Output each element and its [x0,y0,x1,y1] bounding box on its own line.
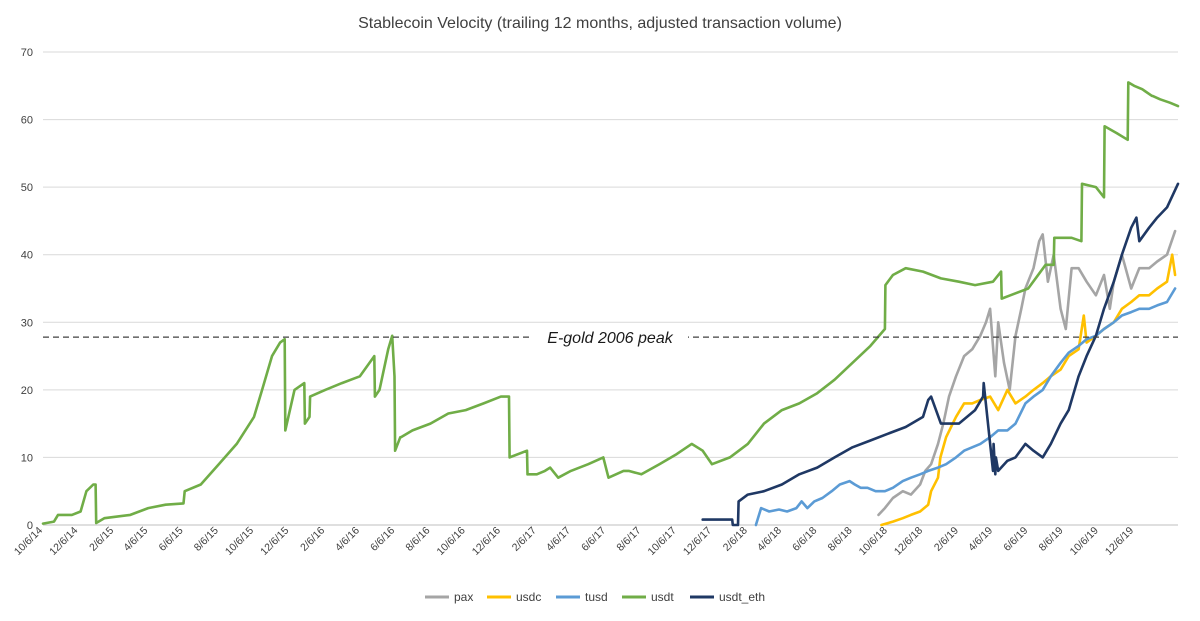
x-tick-label: 10/6/19 [1068,525,1101,558]
x-tick-label: 8/6/18 [825,525,854,554]
y-tick-label: 40 [21,250,33,262]
x-tick-label: 6/6/18 [790,525,819,554]
series-line-usdt [41,81,1180,525]
reference-line-label: E-gold 2006 peak [547,330,673,347]
y-tick-label: 0 [27,520,33,532]
x-tick-label: 6/6/17 [579,525,608,554]
legend: pax usdc tusd usdt usdt_eth [425,590,765,604]
y-tick-label: 50 [21,182,33,194]
x-tick-label: 2/6/19 [932,525,961,554]
x-tick-label: 4/6/16 [333,525,362,554]
legend-label-tusd: tusd [585,590,608,604]
series-line-usdt_eth [701,182,1180,527]
series-line-tusd [754,287,1177,527]
x-tick-label: 8/6/17 [614,525,643,554]
y-tick-label: 60 [21,115,33,127]
series-lines [41,81,1180,527]
series-line-pax [877,229,1177,517]
y-tick-label: 30 [21,317,33,329]
x-tick-label: 12/6/19 [1103,525,1136,558]
x-tick-label: 12/6/15 [258,525,291,558]
reference-line: E-gold 2006 peak [43,327,1178,348]
x-tick-label: 12/6/16 [470,525,503,558]
x-tick-label: 4/6/15 [121,525,150,554]
x-tick-label: 10/6/15 [223,525,256,558]
x-tick-label: 12/6/14 [47,525,80,558]
x-tick-label: 4/6/18 [755,525,784,554]
reference-label-background [532,327,688,348]
x-tick-label: 10/6/18 [857,525,890,558]
x-axis-ticks: 10/6/14 12/6/14 2/6/15 4/6/15 6/6/15 8/6/15 10… [12,525,1136,558]
legend-label-usdc: usdc [516,590,541,604]
chart-title: Stablecoin Velocity (trailing 12 months,… [358,15,842,32]
y-axis-ticks: 0 10 20 30 40 50 60 70 [21,47,33,532]
legend-label-usdt_eth: usdt_eth [719,590,765,604]
x-tick-label: 10/6/16 [435,525,468,558]
x-tick-label: 4/6/19 [966,525,995,554]
x-tick-label: 12/6/18 [892,525,925,558]
gridlines [43,51,1178,526]
x-tick-label: 2/6/18 [721,525,750,554]
x-tick-label: 2/6/16 [298,525,327,554]
x-tick-label: 2/6/15 [87,525,116,554]
series-line-usdc [880,253,1177,527]
x-tick-label: 2/6/17 [510,525,539,554]
y-tick-label: 70 [21,47,33,59]
x-tick-label: 8/6/16 [403,525,432,554]
x-tick-label: 10/6/17 [646,525,679,558]
legend-label-pax: pax [454,590,473,604]
x-tick-label: 6/6/16 [368,525,397,554]
x-tick-label: 8/6/15 [192,525,221,554]
legend-label-usdt: usdt [651,590,674,604]
x-tick-label: 8/6/19 [1037,525,1066,554]
x-tick-label: 12/6/17 [681,525,714,558]
x-tick-label: 6/6/15 [156,525,185,554]
y-tick-label: 10 [21,452,33,464]
x-tick-label: 6/6/19 [1001,525,1030,554]
y-tick-label: 20 [21,385,33,397]
x-tick-label: 4/6/17 [544,525,573,554]
